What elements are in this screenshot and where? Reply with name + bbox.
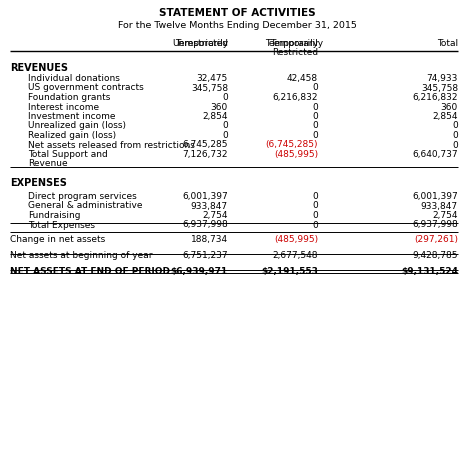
Text: 6,937,998: 6,937,998 [412, 221, 458, 229]
Text: $2,191,553: $2,191,553 [261, 267, 318, 276]
Text: 345,758: 345,758 [191, 84, 228, 92]
Text: Total Expenses: Total Expenses [28, 221, 95, 229]
Text: (485,995): (485,995) [274, 150, 318, 159]
Text: 9,428,785: 9,428,785 [412, 251, 458, 260]
Text: Revenue: Revenue [28, 160, 68, 168]
Text: Total: Total [437, 39, 458, 48]
Text: Unrestricted: Unrestricted [172, 39, 228, 48]
Text: 6,216,832: 6,216,832 [412, 93, 458, 102]
Text: 360: 360 [211, 102, 228, 111]
Text: 0: 0 [312, 102, 318, 111]
Text: 0: 0 [312, 121, 318, 131]
Text: Fundraising: Fundraising [28, 211, 81, 220]
Text: Unrealized gain (loss): Unrealized gain (loss) [28, 121, 126, 131]
Text: Net assets at beginning of year: Net assets at beginning of year [10, 251, 153, 260]
Text: 0: 0 [452, 121, 458, 131]
Text: Foundation grants: Foundation grants [28, 93, 110, 102]
Text: 360: 360 [441, 102, 458, 111]
Text: 0: 0 [312, 202, 318, 211]
Text: 6,001,397: 6,001,397 [412, 192, 458, 201]
Text: 2,854: 2,854 [202, 112, 228, 121]
Text: Temporarily: Temporarily [270, 39, 323, 48]
Text: 933,847: 933,847 [421, 202, 458, 211]
Text: Direct program services: Direct program services [28, 192, 137, 201]
Text: 74,933: 74,933 [427, 74, 458, 83]
Text: Total Support and: Total Support and [28, 150, 108, 159]
Text: STATEMENT OF ACTIVITIES: STATEMENT OF ACTIVITIES [159, 8, 315, 18]
Text: For the Twelve Months Ending December 31, 2015: For the Twelve Months Ending December 31… [118, 21, 356, 30]
Text: General & administrative: General & administrative [28, 202, 143, 211]
Text: 933,847: 933,847 [191, 202, 228, 211]
Text: Change in net assets: Change in net assets [10, 235, 105, 244]
Text: 345,758: 345,758 [421, 84, 458, 92]
Text: US government contracts: US government contracts [28, 84, 144, 92]
Text: 6,745,285: 6,745,285 [182, 141, 228, 150]
Text: 0: 0 [312, 112, 318, 121]
Text: (485,995): (485,995) [274, 235, 318, 244]
Text: 6,640,737: 6,640,737 [412, 150, 458, 159]
Text: 2,677,548: 2,677,548 [273, 251, 318, 260]
Text: Temporarily: Temporarily [175, 39, 228, 48]
Text: 6,937,998: 6,937,998 [182, 221, 228, 229]
Text: EXPENSES: EXPENSES [10, 178, 67, 188]
Text: (6,745,285): (6,745,285) [265, 141, 318, 150]
Text: 0: 0 [312, 192, 318, 201]
Text: 6,751,237: 6,751,237 [182, 251, 228, 260]
Text: 188,734: 188,734 [191, 235, 228, 244]
Text: NET ASSETS AT END OF PERIOD: NET ASSETS AT END OF PERIOD [10, 267, 170, 276]
Text: 0: 0 [452, 131, 458, 140]
Text: 2,754: 2,754 [432, 211, 458, 220]
Text: Realized gain (loss): Realized gain (loss) [28, 131, 116, 140]
Text: Temporarily: Temporarily [265, 39, 318, 48]
Text: 2,854: 2,854 [432, 112, 458, 121]
Text: (297,261): (297,261) [414, 235, 458, 244]
Text: Individual donations: Individual donations [28, 74, 120, 83]
Text: 0: 0 [312, 211, 318, 220]
Text: $9,131,524: $9,131,524 [401, 267, 458, 276]
Text: Investment income: Investment income [28, 112, 116, 121]
Text: 7,126,732: 7,126,732 [182, 150, 228, 159]
Text: Interest income: Interest income [28, 102, 99, 111]
Text: Restricted: Restricted [272, 48, 318, 57]
Text: 6,216,832: 6,216,832 [273, 93, 318, 102]
Text: Net assets released from restrictions: Net assets released from restrictions [28, 141, 195, 150]
Text: 2,754: 2,754 [202, 211, 228, 220]
Text: REVENUES: REVENUES [10, 63, 68, 73]
Text: $6,939,971: $6,939,971 [171, 267, 228, 276]
Text: 0: 0 [452, 141, 458, 150]
Text: 32,475: 32,475 [197, 74, 228, 83]
Text: 6,001,397: 6,001,397 [182, 192, 228, 201]
Text: 0: 0 [312, 221, 318, 229]
Text: 0: 0 [222, 121, 228, 131]
Text: 42,458: 42,458 [287, 74, 318, 83]
Text: 0: 0 [222, 131, 228, 140]
Text: 0: 0 [312, 131, 318, 140]
Text: 0: 0 [222, 93, 228, 102]
Text: 0: 0 [312, 84, 318, 92]
